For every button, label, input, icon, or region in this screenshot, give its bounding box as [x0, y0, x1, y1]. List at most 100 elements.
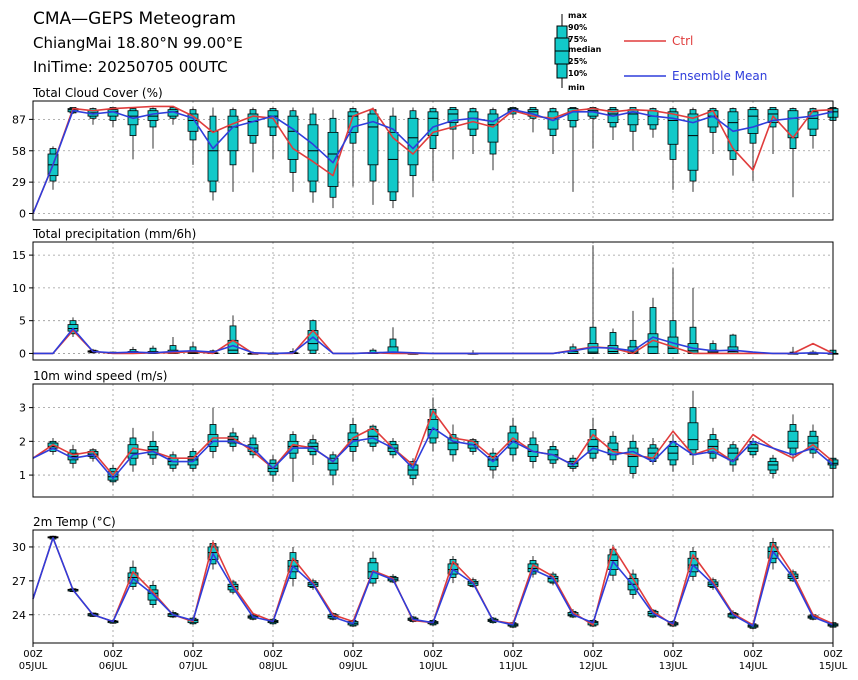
x-axis-tick-date: 15JUL: [819, 661, 848, 672]
cloud-cover-box-25-75: [407, 117, 419, 166]
wind-speed-frame: [32, 383, 834, 498]
x-axis-tick-date: 11JUL: [499, 661, 528, 672]
x-axis-tick-date: 12JUL: [579, 661, 608, 672]
cloud-cover-box-25-75: [307, 124, 319, 182]
location-label: ChiangMai 18.80°N 99.00°E: [33, 34, 243, 52]
x-axis-tick-time: 00Z: [343, 649, 363, 660]
wind-speed-box-25-75: [107, 471, 119, 481]
x-axis-tick-date: 09JUL: [339, 661, 368, 672]
x-axis-tick-date: 07JUL: [179, 661, 208, 672]
wind-speed-box: [127, 427, 139, 472]
box-legend-label-1: 90%: [568, 23, 587, 32]
cloud-cover-box-25-75: [667, 111, 679, 145]
cloud-cover-box-25-75: [747, 109, 759, 134]
precipitation-box: [387, 327, 399, 354]
cloud-cover-box: [527, 107, 539, 133]
wind-speed-box-25-75: [627, 447, 639, 468]
cloud-cover-box-25-75: [487, 113, 499, 143]
cloud-cover-box: [407, 107, 419, 198]
wind-speed-box: [287, 431, 299, 482]
wind-speed-box: [147, 431, 159, 465]
cloud-cover-box: [427, 107, 439, 182]
x-axis-tick-date: 08JUL: [259, 661, 288, 672]
cloud-cover-box: [687, 107, 699, 192]
wind-speed-box-25-75: [327, 457, 339, 471]
precipitation-frame: [32, 241, 834, 361]
cloud-cover-box: [567, 107, 579, 192]
x-axis-tick-time: 00Z: [743, 649, 763, 660]
cloud-cover-box: [387, 107, 399, 209]
wind-speed-box-25-75: [127, 444, 139, 459]
wind-speed-box-25-75: [767, 461, 779, 471]
wind-speed-box-25-75: [687, 422, 699, 451]
wind-speed-title: 10m wind speed (m/s): [33, 369, 167, 383]
wind-speed-box: [307, 434, 319, 465]
wind-speed-ytick-label: 1: [19, 469, 26, 482]
cloud-cover-box: [767, 107, 779, 155]
cloud-cover-panel: Total Cloud Cover (%) 0 29 58 87: [12, 86, 839, 221]
x-axis-tick-date: 13JUL: [659, 661, 688, 672]
wind-speed-box: [727, 441, 739, 472]
cloud-cover-box: [207, 107, 219, 201]
precipitation-panel: Total precipitation (mm/6h) 0 5 10 15: [12, 227, 839, 361]
wind-speed-box: [627, 434, 639, 479]
x-axis-tick-date: 05JUL: [19, 661, 48, 672]
init-time-label: IniTime: 20250705 00UTC: [33, 58, 228, 76]
cloud-cover-box-25-75: [387, 131, 399, 193]
x-axis-tick-time: 00Z: [183, 649, 203, 660]
cloud-cover-box: [467, 107, 479, 155]
wind-speed-box: [327, 451, 339, 486]
precipitation-title: Total precipitation (mm/6h): [32, 227, 196, 241]
x-axis-tick-time: 00Z: [663, 649, 683, 660]
wind-speed-box-25-75: [787, 430, 799, 449]
cloud-cover-box-25-75: [447, 109, 459, 124]
cloud-cover-box: [787, 107, 799, 198]
wind-speed-box: [667, 434, 679, 472]
cloud-cover-box-25-75: [287, 115, 299, 160]
wind-speed-box: [767, 454, 779, 479]
cloud-cover-ytick-label: 58: [12, 145, 26, 158]
legend-ctrl-label: Ctrl: [672, 34, 693, 48]
cloud-cover-ctrl-line: [32, 105, 834, 214]
wind-speed-box: [787, 414, 799, 462]
temperature-ensemble-mean-line: [32, 537, 834, 627]
precipitation-ytick-label: 5: [19, 315, 26, 328]
temperature-ytick-label: 24: [12, 609, 26, 622]
wind-speed-box: [707, 427, 719, 462]
box-legend: max 90% 75%median 25% 10% min: [554, 11, 602, 92]
x-axis-tick-date: 10JUL: [419, 661, 448, 672]
temperature-panel: 2m Temp (°C) 24 27 30: [12, 515, 839, 644]
x-axis-tick-time: 00Z: [263, 649, 283, 660]
wind-speed-box: [487, 448, 499, 479]
precipitation-ensemble-mean-line: [33, 327, 834, 355]
wind-speed-ytick-label: 2: [19, 435, 26, 448]
cloud-cover-box-25-75: [207, 130, 219, 182]
cloud-cover-box: [127, 107, 139, 160]
x-axis-tick-time: 00Z: [23, 649, 43, 660]
cloud-cover-box-25-75: [347, 111, 359, 133]
x-axis-tick-time: 00Z: [583, 649, 603, 660]
cloud-cover-box: [287, 107, 299, 192]
cloud-cover-ensemble-mean-line: [32, 108, 834, 214]
cloud-cover-box-25-75: [187, 113, 199, 132]
cloud-cover-box-25-75: [247, 113, 259, 137]
temperature-ytick-label: 27: [12, 575, 26, 588]
cloud-cover-box: [447, 107, 459, 160]
wind-speed-box: [447, 424, 459, 462]
precipitation-box: [627, 310, 639, 354]
wind-speed-ensemble-mean-line: [32, 427, 834, 480]
box-legend-label-4: 25%: [568, 57, 587, 66]
precipitation-ytick-label: 0: [19, 347, 26, 360]
cloud-cover-ytick-label: 29: [12, 176, 26, 189]
wind-speed-panel: 10m wind speed (m/s) 1 2 3: [19, 369, 839, 498]
cloud-cover-box: [807, 107, 819, 149]
precipitation-box: [587, 245, 599, 354]
precipitation-ytick-label: 10: [12, 282, 26, 295]
cloud-cover-box: [627, 107, 639, 151]
x-axis-tick-time: 00Z: [503, 649, 523, 660]
cloud-cover-title: Total Cloud Cover (%): [32, 86, 163, 100]
wind-speed-box: [747, 437, 759, 459]
cloud-cover-box: [707, 107, 719, 155]
